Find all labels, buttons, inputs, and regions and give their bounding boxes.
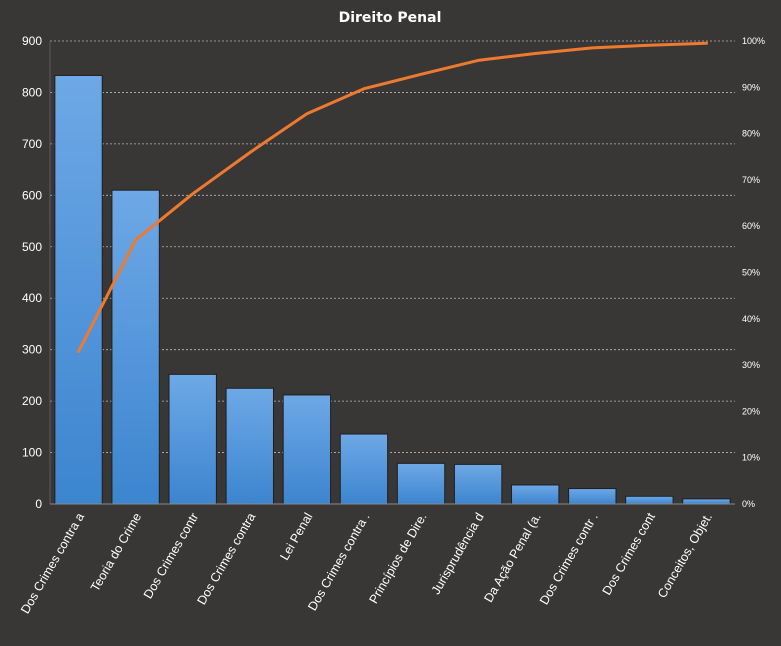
x-tick-label: Jurisprudência d	[429, 510, 487, 596]
x-tick-label: Conceitos, Objet.	[655, 511, 715, 601]
y2-tick-label: 10%	[742, 453, 760, 463]
x-tick-label: Dos Crimes contra a	[18, 510, 87, 616]
x-tick-label: Da Ação Penal (a.	[481, 511, 544, 605]
y2-tick-label: 100%	[742, 36, 765, 46]
y2-tick-label: 30%	[742, 360, 760, 370]
y2-tick-label: 80%	[742, 129, 760, 139]
chart-title: Direito Penal	[339, 10, 442, 26]
bar	[54, 74, 103, 505]
y2-tick-label: 20%	[742, 406, 760, 416]
x-tick-label: Teoria do Crime	[88, 510, 144, 593]
y-tick-label: 800	[22, 85, 42, 99]
y-tick-label: 600	[22, 188, 42, 202]
x-tick-label: Dos Crimes cont	[600, 510, 659, 597]
x-tick-label: Dos Crimes contr	[141, 511, 201, 602]
bar	[511, 484, 560, 505]
bar	[282, 394, 332, 505]
y-tick-label: 500	[22, 240, 42, 254]
cumulative-percent-line	[77, 41, 708, 354]
bar	[111, 189, 160, 505]
y2-tick-label: 90%	[742, 82, 760, 92]
bar	[225, 387, 274, 505]
bar	[396, 462, 446, 505]
x-tick-label: Dos Crimes contr .	[537, 511, 601, 608]
y-tick-label: 200	[22, 394, 42, 408]
y2-tick-label: 50%	[742, 268, 760, 278]
bar	[568, 488, 617, 505]
y-tick-label: 400	[22, 291, 42, 305]
y-axis: 0 100 200 300 400 500 600 700 800 900	[22, 34, 51, 511]
bar-series	[54, 74, 731, 505]
y2-tick-label: 40%	[742, 314, 760, 324]
bar	[625, 495, 674, 505]
bar	[682, 498, 731, 505]
y-tick-label: 900	[22, 34, 42, 48]
x-tick-label: Lei Penal	[277, 511, 315, 563]
y2-tick-label: 70%	[742, 175, 760, 185]
x-tick-label: Princípios de Dire.	[366, 510, 429, 605]
cumulative-line-series	[77, 41, 708, 354]
y-tick-label: 300	[22, 343, 42, 357]
y-tick-label: 700	[22, 137, 42, 151]
y-tick-label: 0	[35, 497, 42, 511]
bar	[168, 373, 217, 505]
secondary-y-axis: 0% 10% 20% 30% 40% 50% 60% 70% 80% 90% 100%	[742, 36, 765, 509]
bar	[453, 463, 503, 505]
y-tick-label: 100	[22, 446, 42, 460]
y2-tick-label: 0%	[742, 499, 755, 509]
x-tick-label: Dos Crimes contra	[195, 510, 259, 607]
x-tick-label: Dos Crimes contra .	[305, 511, 372, 614]
bar	[339, 433, 389, 505]
y2-tick-label: 60%	[742, 221, 760, 231]
